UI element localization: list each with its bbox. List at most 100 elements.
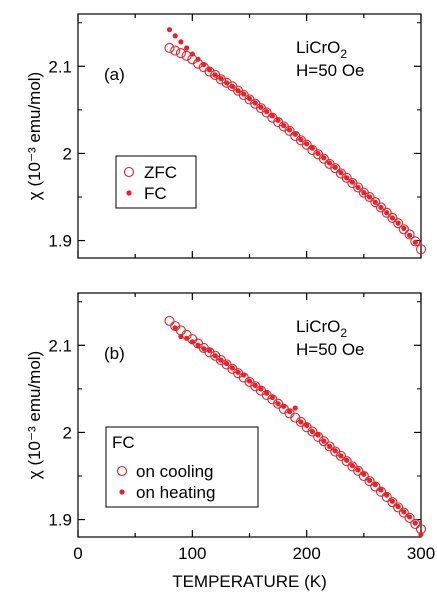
data-point [366, 477, 373, 483]
data-point [172, 325, 178, 331]
y-axis-label: χ (10⁻³ emu/mol) [25, 351, 44, 479]
data-point [384, 210, 390, 216]
legend-marker [123, 166, 135, 178]
data-point [418, 531, 424, 537]
data-point [261, 107, 272, 118]
data-point [298, 419, 304, 425]
data-point [189, 51, 195, 57]
data-point [361, 471, 367, 477]
compound-subscript: 2 [340, 47, 347, 61]
data-point [387, 497, 398, 508]
data-point [301, 139, 312, 150]
data-point [218, 357, 224, 363]
compound-name: LiCrO [296, 317, 340, 336]
data-point [304, 422, 310, 429]
data-point [330, 163, 341, 174]
data-point [315, 150, 321, 157]
data-point [335, 450, 347, 462]
data-point [372, 199, 378, 205]
data-point [415, 244, 427, 255]
data-point [341, 172, 352, 183]
data-point [269, 113, 275, 119]
data-point [246, 95, 253, 102]
data-point [309, 145, 315, 151]
legend-label: on heating [136, 483, 215, 502]
data-point [201, 61, 207, 68]
data-point [381, 207, 392, 218]
data-point [321, 438, 327, 444]
data-point [370, 481, 381, 492]
compound-subscript: 2 [340, 326, 347, 340]
data-point [235, 88, 241, 94]
y-tick-label: 2.1 [48, 336, 72, 355]
data-point [401, 509, 407, 515]
data-point [378, 487, 384, 493]
data-point [332, 164, 338, 170]
data-point [349, 179, 355, 185]
data-point [229, 365, 235, 371]
data-point [370, 197, 381, 208]
data-point [315, 432, 321, 438]
x-axis-label: TEMPERATURE (K) [172, 572, 327, 591]
data-point [252, 382, 258, 388]
x-tick-label: 100 [178, 544, 206, 563]
legend-label: ZFC [144, 163, 177, 182]
legend-label: on cooling [136, 462, 214, 481]
data-point [353, 182, 364, 193]
legend-label: FC [144, 184, 167, 203]
data-point [175, 48, 186, 59]
data-point [284, 125, 295, 136]
field-annotation: H=50 Oe [296, 340, 365, 359]
data-point [304, 141, 310, 147]
data-point [395, 503, 401, 510]
data-point [292, 405, 298, 411]
data-point [164, 315, 175, 326]
series-fc [166, 27, 418, 245]
x-tick-label: 0 [73, 544, 82, 563]
series-on-cooling [164, 315, 427, 535]
data-point [344, 457, 350, 463]
data-point [406, 514, 413, 520]
data-point [353, 465, 364, 476]
data-point [401, 225, 407, 231]
data-point [178, 39, 184, 45]
data-point [410, 236, 421, 247]
data-point [258, 386, 264, 392]
data-point [218, 75, 224, 82]
data-point [286, 408, 293, 415]
data-point [389, 215, 396, 221]
data-point [358, 470, 369, 482]
data-point [381, 491, 392, 502]
data-point [398, 507, 409, 518]
x-tick-label: 200 [292, 544, 320, 563]
data-point [206, 347, 213, 354]
data-point [264, 109, 270, 115]
data-point [412, 520, 418, 526]
data-point [258, 104, 264, 110]
data-point [170, 45, 181, 56]
data-point [355, 467, 361, 473]
data-point [295, 416, 307, 428]
data-point [309, 428, 315, 435]
data-point [206, 67, 213, 73]
data-point [361, 190, 367, 196]
panel-b: 1.9 2 2.1 0 100 200 300 χ (10⁻³ emu/mol) TEMPERA… [25, 292, 435, 591]
data-point [235, 369, 241, 375]
data-point [224, 360, 230, 367]
data-point [410, 518, 421, 529]
data-point [195, 56, 201, 62]
data-point [338, 453, 344, 459]
data-point [389, 498, 396, 504]
y-axis-label: χ (10⁻³ emu/mol) [25, 72, 44, 200]
data-point [215, 74, 226, 85]
data-point [364, 191, 375, 203]
data-point [404, 229, 415, 240]
data-point [281, 403, 287, 409]
y-tick-label: 1.9 [48, 232, 72, 251]
data-point [375, 202, 387, 213]
data-point [292, 131, 298, 137]
data-point [384, 492, 390, 498]
data-point [387, 212, 398, 223]
data-point [229, 83, 235, 89]
